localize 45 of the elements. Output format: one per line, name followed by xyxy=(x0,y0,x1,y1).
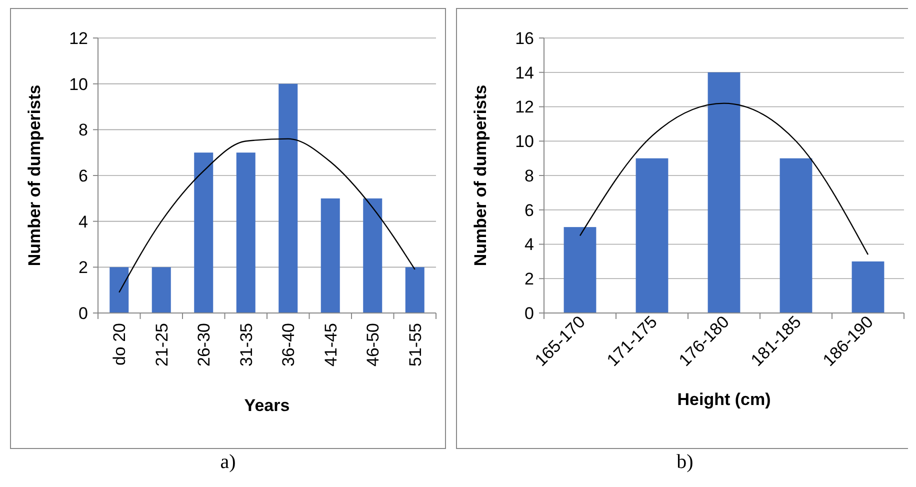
x-tick-label: do 20 xyxy=(110,323,130,366)
y-tick-label: 10 xyxy=(69,74,88,94)
text: a) xyxy=(220,451,236,473)
bar xyxy=(708,72,740,313)
y-tick-label: 10 xyxy=(515,132,534,152)
bar xyxy=(152,267,171,313)
line-series xyxy=(579,102,869,256)
y-tick-label: 12 xyxy=(69,28,88,48)
y-tick-label: 14 xyxy=(515,63,534,82)
bar xyxy=(110,267,129,313)
bar xyxy=(405,267,424,313)
y-tick-label: 4 xyxy=(78,212,88,232)
x-tick-label: 26-30 xyxy=(194,323,214,366)
bar xyxy=(363,198,382,313)
y-tick-label: 8 xyxy=(524,166,534,186)
bar xyxy=(320,198,340,313)
x-tick-label: 36-40 xyxy=(279,323,298,366)
y-tick-label: 2 xyxy=(524,270,534,289)
bar xyxy=(780,158,812,313)
x-axis-title: Height (cm) xyxy=(677,390,771,409)
x-tick-label: 41-45 xyxy=(321,323,340,366)
text: b) xyxy=(676,451,694,473)
y-tick-label: 16 xyxy=(515,28,534,48)
y-tick-label: 6 xyxy=(524,200,534,220)
x-axis-title: Years xyxy=(244,396,290,415)
bar xyxy=(852,261,884,313)
y-tick-label: 12 xyxy=(515,98,534,117)
bar xyxy=(636,158,668,313)
x-tick-label: 51-55 xyxy=(406,323,425,366)
y-tick-label: 2 xyxy=(78,258,88,278)
bar xyxy=(194,152,214,313)
y-tick-label: 0 xyxy=(524,304,534,323)
x-tick-label: 31-35 xyxy=(236,323,256,366)
line-series xyxy=(118,138,416,293)
y-tick-label: 8 xyxy=(78,120,88,140)
bar xyxy=(236,152,256,313)
y-axis-title: Number of dumperists xyxy=(25,84,44,266)
x-tick-label: 21-25 xyxy=(152,323,172,366)
bar xyxy=(564,227,596,313)
y-tick-label: 4 xyxy=(524,235,534,254)
bar xyxy=(278,84,298,313)
y-tick-label: 0 xyxy=(78,304,88,323)
y-tick-label: 6 xyxy=(78,166,88,186)
x-tick-label: 46-50 xyxy=(364,323,383,366)
y-axis-title: Number of dumperists xyxy=(471,84,490,266)
